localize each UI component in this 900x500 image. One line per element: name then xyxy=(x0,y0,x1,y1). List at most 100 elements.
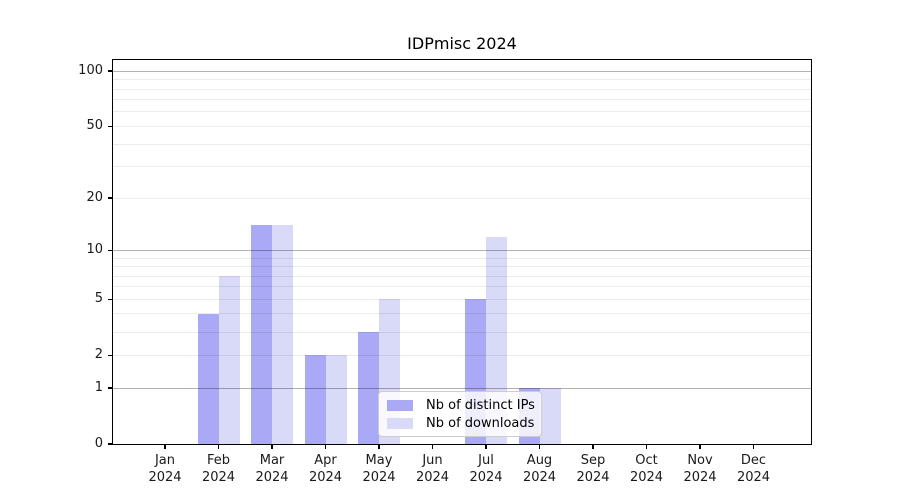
x-tick-label-year-mar: 2024 xyxy=(255,470,289,485)
x-tick-label-month-dec: Dec xyxy=(740,453,767,468)
x-tick-mark-apr xyxy=(324,444,327,449)
x-tick-label-year-jan: 2024 xyxy=(148,470,182,485)
y-tick-mark-0 xyxy=(108,443,113,445)
y-tick-mark-1 xyxy=(108,387,113,389)
gridline-minor-5 xyxy=(113,298,811,300)
y-tick-label-100: 100 xyxy=(78,63,103,79)
gridline-minor-6 xyxy=(113,286,811,288)
y-tick-label-50: 50 xyxy=(86,118,103,134)
gridline-minor-20 xyxy=(113,197,811,199)
legend-item-distinct-ips: Nb of distinct IPs xyxy=(387,397,535,414)
x-tick-label-year-may: 2024 xyxy=(362,470,396,485)
legend-label-distinct-ips: Nb of distinct IPs xyxy=(426,398,535,413)
bar-feb-downloads xyxy=(218,276,240,444)
x-tick-label-year-jul: 2024 xyxy=(469,470,503,485)
x-tick-mark-jan xyxy=(164,444,166,449)
bar-may-distinct-ips xyxy=(358,332,379,444)
gridline-major-1 xyxy=(113,387,811,389)
x-tick-label-month-jun: Jun xyxy=(422,453,443,468)
x-tick-label-year-feb: 2024 xyxy=(201,470,236,485)
x-tick-label-sep: Sep 2024 xyxy=(562,452,624,486)
bar-aug-downloads xyxy=(539,388,561,444)
x-tick-label-month-feb: Feb xyxy=(206,453,231,468)
x-tick-label-month-oct: Oct xyxy=(635,453,658,468)
legend-swatch-distinct-ips xyxy=(387,400,413,411)
gridline-minor-60 xyxy=(113,111,811,113)
x-tick-label-year-aug: 2024 xyxy=(522,470,557,485)
bar-apr-downloads xyxy=(325,355,347,444)
y-tick-mark-10 xyxy=(108,249,113,251)
x-tick-label-jan: Jan 2024 xyxy=(134,452,196,486)
y-tick-label-20: 20 xyxy=(86,190,103,206)
gridline-minor-9 xyxy=(113,257,811,259)
gridline-minor-2 xyxy=(113,354,811,356)
y-tick-label-1: 1 xyxy=(94,380,103,395)
gridline-minor-50 xyxy=(113,125,811,127)
y-tick-label-0: 0 xyxy=(94,436,103,451)
legend: Nb of distinct IPs Nb of downloads xyxy=(378,391,542,437)
y-tick-mark-2 xyxy=(108,354,113,356)
x-tick-label-month-nov: Nov xyxy=(687,453,713,468)
bar-apr-distinct-ips xyxy=(304,355,326,444)
x-tick-mark-jul xyxy=(485,444,487,449)
x-tick-mark-jun xyxy=(431,444,434,449)
x-tick-mark-sep xyxy=(592,444,594,449)
x-tick-label-year-jun: 2024 xyxy=(415,470,450,485)
legend-item-downloads: Nb of downloads xyxy=(387,415,535,432)
x-tick-label-year-dec: 2024 xyxy=(736,470,771,485)
gridline-minor-30 xyxy=(113,166,811,168)
x-tick-label-apr: Apr 2024 xyxy=(295,452,357,486)
bar-feb-distinct-ips xyxy=(197,313,219,444)
gridline-minor-70 xyxy=(113,99,811,101)
gridline-major-10 xyxy=(113,249,811,251)
x-tick-label-may: May 2024 xyxy=(348,452,410,486)
gridline-minor-8 xyxy=(113,266,811,267)
y-tick-mark-5 xyxy=(108,298,113,300)
bar-mar-downloads xyxy=(272,225,293,444)
x-tick-label-year-sep: 2024 xyxy=(576,470,610,485)
x-tick-label-mar: Mar 2024 xyxy=(241,452,303,486)
x-tick-label-nov: Nov 2024 xyxy=(669,452,731,486)
x-tick-label-year-apr: 2024 xyxy=(308,470,343,485)
chart-title: IDPmisc 2024 xyxy=(407,34,517,53)
gridline-minor-7 xyxy=(113,275,811,277)
x-tick-label-month-may: May xyxy=(365,453,393,468)
x-tick-label-month-sep: Sep xyxy=(580,453,606,468)
bar-mar-distinct-ips xyxy=(251,225,272,444)
plot-area: 0 1 2 5 10 20 50 100 Jan 2024 Feb 2024 Mar 2024 Apr 202… xyxy=(78,59,812,485)
legend-label-downloads: Nb of downloads xyxy=(426,416,535,431)
x-tick-mark-feb xyxy=(217,444,220,449)
x-tick-mark-may xyxy=(378,444,380,449)
x-tick-mark-dec xyxy=(752,444,755,449)
x-tick-label-jul: Jul 2024 xyxy=(455,452,517,486)
x-tick-label-month-apr: Apr xyxy=(314,453,337,468)
x-tick-label-jun: Jun 2024 xyxy=(402,452,464,486)
gridline-minor-3 xyxy=(113,331,811,333)
gridline-minor-40 xyxy=(113,143,811,145)
gridline-major-100 xyxy=(113,70,811,72)
x-tick-mark-aug xyxy=(538,444,541,449)
x-tick-label-month-mar: Mar xyxy=(259,453,285,468)
x-tick-label-year-nov: 2024 xyxy=(683,470,717,485)
y-tick-label-2: 2 xyxy=(94,347,103,363)
x-tick-label-feb: Feb 2024 xyxy=(188,452,250,486)
x-tick-label-month-jul: Jul xyxy=(478,453,494,468)
y-tick-label-10: 10 xyxy=(86,242,103,258)
y-tick-mark-20 xyxy=(108,197,113,199)
gridline-minor-4 xyxy=(113,313,811,315)
y-tick-label-5: 5 xyxy=(94,291,103,307)
x-tick-label-aug: Aug 2024 xyxy=(509,452,571,486)
x-tick-mark-nov xyxy=(699,444,701,449)
y-tick-mark-50 xyxy=(108,125,113,128)
x-tick-label-month-jan: Jan xyxy=(154,453,176,468)
x-tick-label-year-oct: 2024 xyxy=(629,470,664,485)
x-tick-label-month-aug: Aug xyxy=(526,453,553,468)
y-tick-mark-100 xyxy=(108,70,113,72)
legend-swatch-downloads xyxy=(387,418,413,429)
gridline-minor-90 xyxy=(113,79,811,81)
x-tick-label-dec: Dec 2024 xyxy=(723,452,785,486)
gridline-minor-80 xyxy=(113,88,811,90)
x-tick-mark-oct xyxy=(645,444,648,449)
x-tick-mark-mar xyxy=(271,444,273,449)
